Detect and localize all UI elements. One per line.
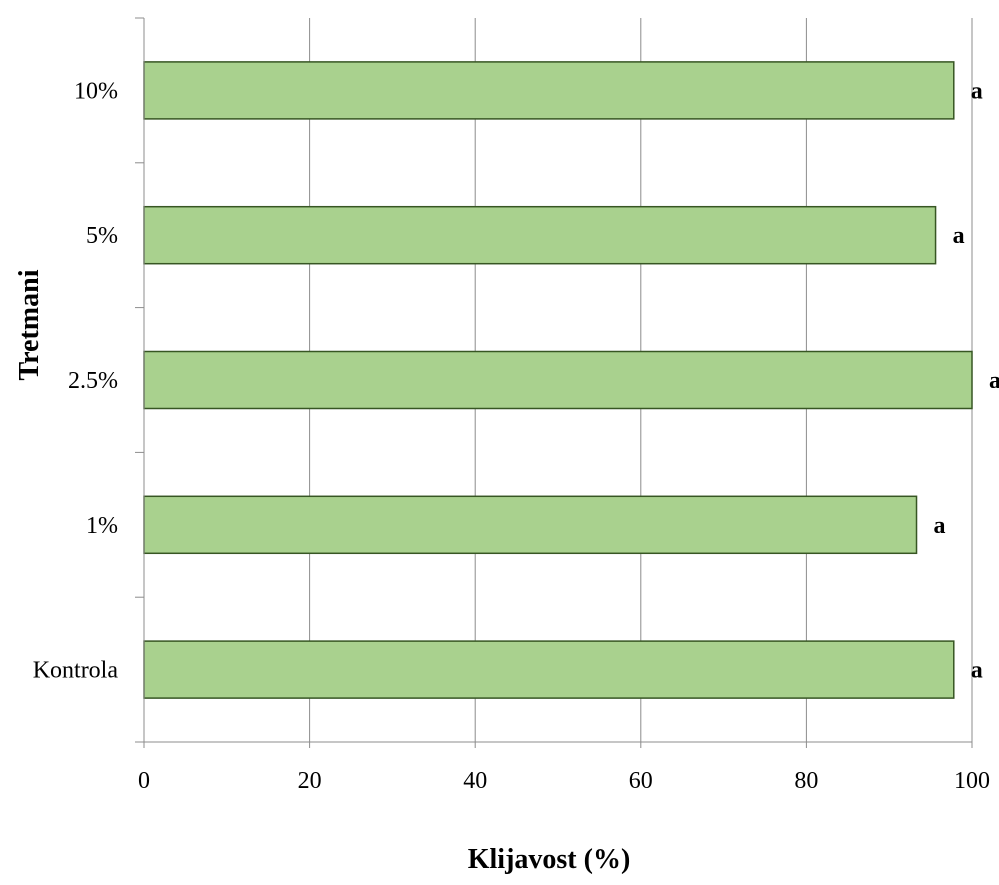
- bar-1: [143, 495, 918, 555]
- significance-label: a: [953, 223, 965, 249]
- y-tick-label: Kontrola: [33, 658, 119, 684]
- bar-4: [143, 61, 955, 120]
- x-tick-label: 40: [463, 768, 487, 794]
- y-tick-label: 2.5%: [68, 368, 118, 394]
- y-tick-label: 5%: [86, 223, 118, 249]
- bar-0: [143, 640, 955, 699]
- x-tick-label: 100: [954, 768, 990, 794]
- y-axis-title: Tretmani: [14, 269, 45, 380]
- x-tick-labels: 0 20 40 60 80 100: [138, 768, 990, 794]
- significance-labels: a a a a a: [934, 78, 999, 683]
- bar-2: [143, 350, 973, 410]
- significance-label: a: [971, 658, 983, 684]
- y-tick-labels: Kontrola 1% 2.5% 5% 10%: [33, 78, 119, 683]
- bars: [143, 61, 973, 699]
- y-tick-label: 10%: [74, 78, 118, 104]
- x-axis-title: Klijavost (%): [468, 844, 631, 875]
- x-tick-label: 60: [629, 768, 653, 794]
- significance-label: a: [934, 513, 946, 539]
- bar-3: [143, 205, 937, 265]
- significance-label: a: [971, 78, 983, 104]
- x-tick-label: 20: [298, 768, 322, 794]
- axes: [135, 17, 973, 748]
- x-tick-label: 0: [138, 768, 150, 794]
- significance-label: a: [989, 368, 999, 394]
- y-tick-label: 1%: [86, 513, 118, 539]
- x-tick-label: 80: [794, 768, 818, 794]
